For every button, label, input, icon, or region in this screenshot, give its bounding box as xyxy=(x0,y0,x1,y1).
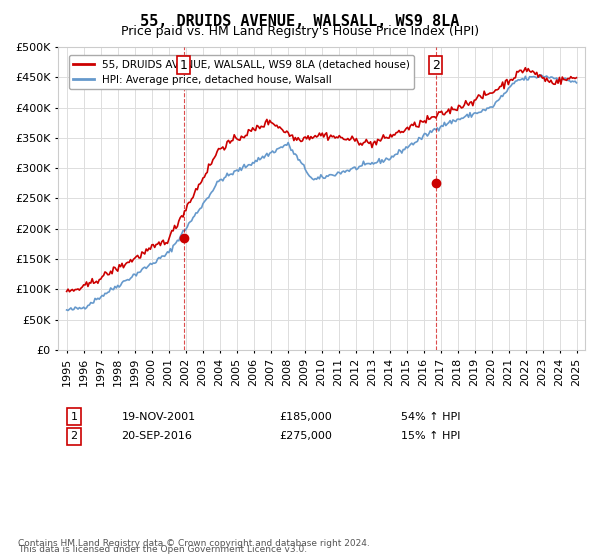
Text: Contains HM Land Registry data © Crown copyright and database right 2024.: Contains HM Land Registry data © Crown c… xyxy=(18,539,370,548)
Text: 1: 1 xyxy=(70,412,77,422)
Text: 2: 2 xyxy=(432,59,440,72)
Text: 55, DRUIDS AVENUE, WALSALL, WS9 8LA: 55, DRUIDS AVENUE, WALSALL, WS9 8LA xyxy=(140,14,460,29)
Text: Price paid vs. HM Land Registry's House Price Index (HPI): Price paid vs. HM Land Registry's House … xyxy=(121,25,479,38)
Text: 1: 1 xyxy=(179,59,188,72)
Text: 19-NOV-2001: 19-NOV-2001 xyxy=(121,412,196,422)
Text: 20-SEP-2016: 20-SEP-2016 xyxy=(121,431,192,441)
Text: £185,000: £185,000 xyxy=(280,412,332,422)
Text: 2: 2 xyxy=(70,431,77,441)
Text: 15% ↑ HPI: 15% ↑ HPI xyxy=(401,431,460,441)
Text: £275,000: £275,000 xyxy=(280,431,332,441)
Legend: 55, DRUIDS AVENUE, WALSALL, WS9 8LA (detached house), HPI: Average price, detach: 55, DRUIDS AVENUE, WALSALL, WS9 8LA (det… xyxy=(68,55,414,89)
Text: This data is licensed under the Open Government Licence v3.0.: This data is licensed under the Open Gov… xyxy=(18,545,307,554)
Text: 54% ↑ HPI: 54% ↑ HPI xyxy=(401,412,460,422)
